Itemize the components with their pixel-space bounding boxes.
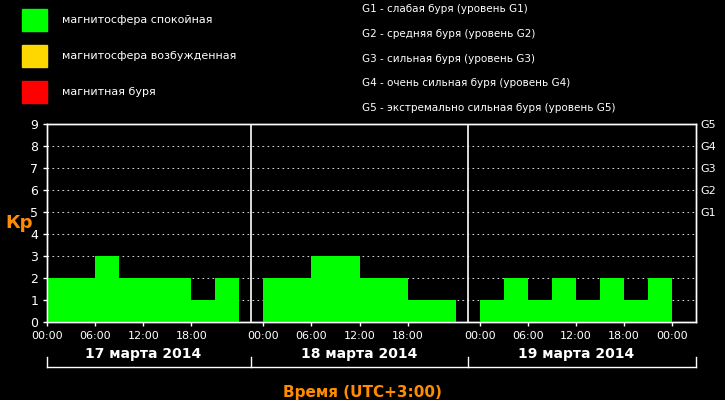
Text: 19 марта 2014: 19 марта 2014: [518, 347, 634, 361]
Bar: [528, 300, 552, 322]
Bar: [360, 278, 384, 322]
Bar: [22, 81, 47, 103]
Bar: [191, 300, 215, 322]
Bar: [480, 300, 504, 322]
Text: магнитосфера возбужденная: магнитосфера возбужденная: [62, 51, 236, 61]
Bar: [71, 278, 95, 322]
Bar: [287, 278, 312, 322]
Bar: [119, 278, 144, 322]
Bar: [95, 256, 119, 322]
Bar: [22, 45, 47, 67]
Bar: [144, 278, 167, 322]
Bar: [552, 278, 576, 322]
Text: G1 - слабая буря (уровень G1): G1 - слабая буря (уровень G1): [362, 4, 529, 14]
Text: 17 марта 2014: 17 марта 2014: [85, 347, 202, 361]
Bar: [504, 278, 528, 322]
Bar: [384, 278, 407, 322]
Text: магнитосфера спокойная: магнитосфера спокойная: [62, 15, 212, 25]
Text: G2 - средняя буря (уровень G2): G2 - средняя буря (уровень G2): [362, 29, 536, 39]
Bar: [576, 300, 600, 322]
Bar: [263, 278, 287, 322]
Bar: [648, 278, 672, 322]
Y-axis label: Кр: Кр: [5, 214, 33, 232]
Bar: [336, 256, 360, 322]
Bar: [431, 300, 456, 322]
Text: Время (UTC+3:00): Время (UTC+3:00): [283, 384, 442, 400]
Bar: [47, 278, 71, 322]
Text: магнитная буря: магнитная буря: [62, 87, 155, 97]
Bar: [167, 278, 191, 322]
Bar: [22, 9, 47, 31]
Bar: [600, 278, 624, 322]
Text: G5 - экстремально сильная буря (уровень G5): G5 - экстремально сильная буря (уровень …: [362, 103, 616, 113]
Bar: [215, 278, 239, 322]
Bar: [312, 256, 336, 322]
Bar: [407, 300, 431, 322]
Bar: [624, 300, 648, 322]
Text: 18 марта 2014: 18 марта 2014: [302, 347, 418, 361]
Text: G4 - очень сильная буря (уровень G4): G4 - очень сильная буря (уровень G4): [362, 78, 571, 88]
Text: G3 - сильная буря (уровень G3): G3 - сильная буря (уровень G3): [362, 54, 536, 64]
